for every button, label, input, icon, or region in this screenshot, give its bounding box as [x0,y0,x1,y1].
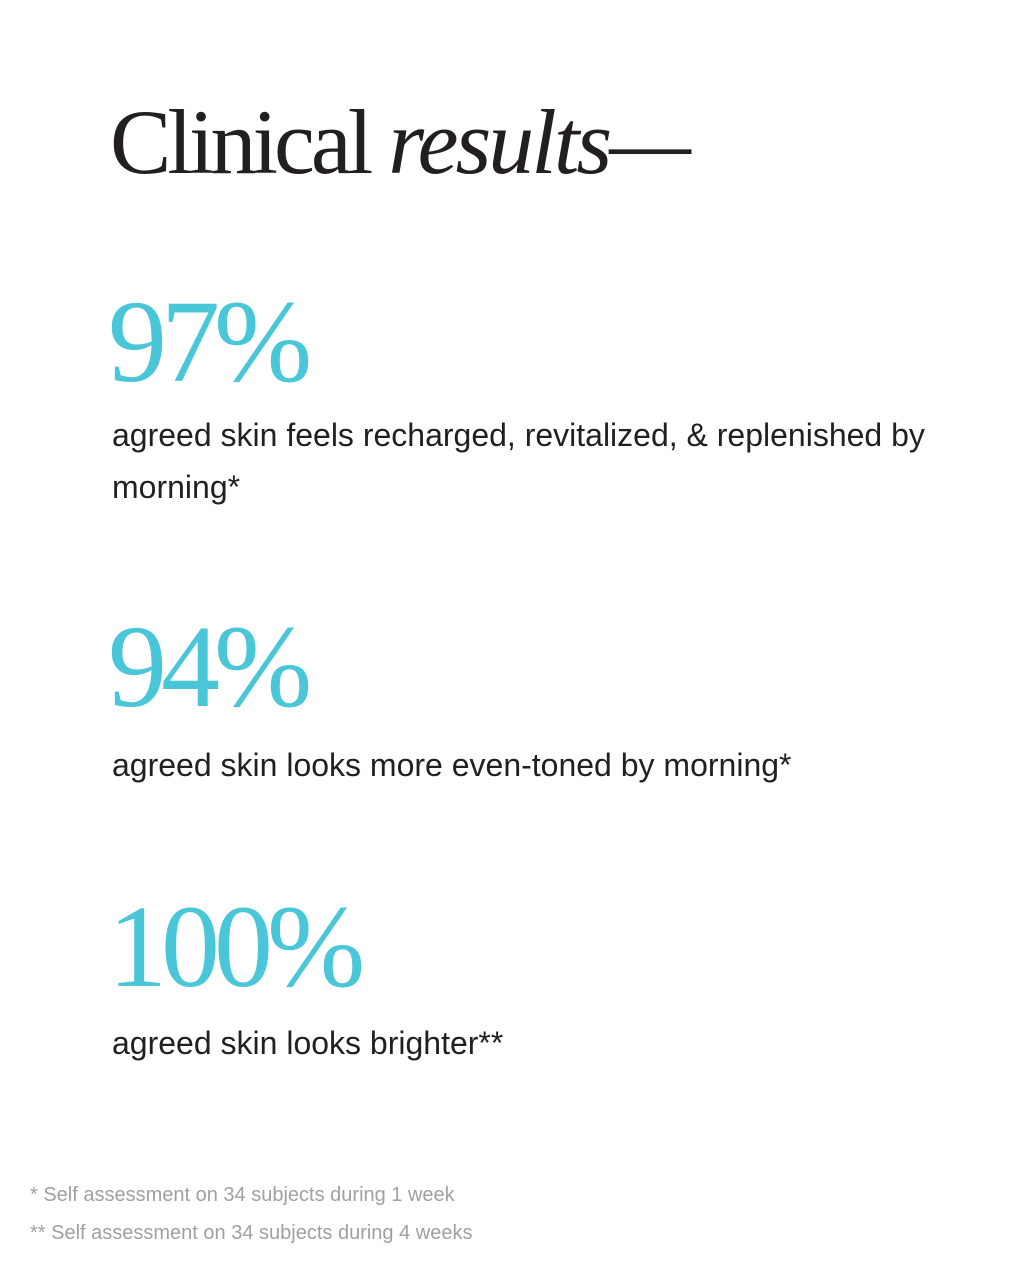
stat-description-100: agreed skin looks brighter** [112,1025,504,1061]
stat-description-97: agreed skin feels recharged, revitalized… [112,417,925,505]
title-italic: results— [388,91,691,193]
title-regular: Clinical [110,91,373,193]
footnote-2: ** Self assessment on 34 subjects during… [30,1222,473,1244]
stat-value-97: 97% [108,276,312,407]
stat-value-94: 94% [108,601,312,732]
stat-description-94: agreed skin looks more even-toned by mor… [112,747,792,783]
footnote-1: * Self assessment on 34 subjects during … [30,1184,455,1206]
page-title: Clinical results— [110,91,691,193]
stat-value-100: 100% [108,881,365,1012]
